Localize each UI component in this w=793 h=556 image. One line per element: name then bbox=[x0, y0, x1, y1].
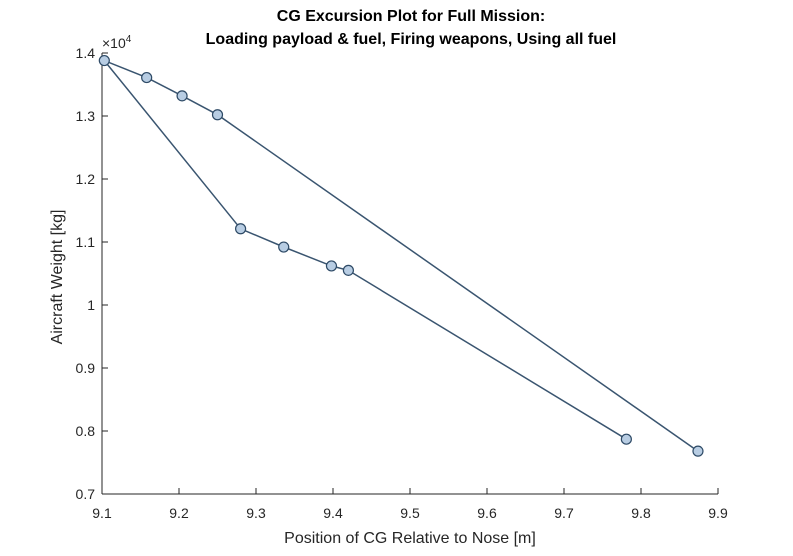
y-ticks: 0.7 0.8 0.9 1 1.1 1.2 1.3 1.4 bbox=[76, 45, 108, 502]
x-tick-label: 9.7 bbox=[554, 505, 574, 521]
x-tick-label: 9.9 bbox=[708, 505, 728, 521]
y-multiplier-exponent: 4 bbox=[126, 34, 132, 45]
y-tick-label: 0.7 bbox=[76, 486, 96, 502]
y-tick-label: 1 bbox=[87, 297, 95, 313]
data-point bbox=[342, 264, 354, 276]
chart-title-line-1: CG Excursion Plot for Full Mission: bbox=[277, 8, 545, 25]
y-tick-label: 0.8 bbox=[76, 423, 96, 439]
data-point bbox=[211, 109, 224, 121]
y-tick-label: 1.1 bbox=[76, 234, 96, 250]
data-point bbox=[141, 71, 153, 84]
chart-title-line-2: Loading payload & fuel, Firing weapons, … bbox=[206, 31, 617, 48]
series-group bbox=[98, 54, 704, 457]
data-point bbox=[176, 90, 188, 102]
x-tick-label: 9.8 bbox=[631, 505, 651, 521]
y-tick-label: 1.4 bbox=[76, 45, 96, 61]
x-tick-label: 9.4 bbox=[323, 505, 343, 521]
y-tick-label: 1.2 bbox=[76, 171, 96, 187]
y-tick-label: 1.3 bbox=[76, 108, 96, 124]
y-tick-label: 0.9 bbox=[76, 360, 96, 376]
x-tick-label: 9.5 bbox=[400, 505, 420, 521]
x-tick-label: 9.3 bbox=[246, 505, 266, 521]
y-axis-label: Aircraft Weight [kg] bbox=[49, 210, 66, 345]
x-tick-label: 9.2 bbox=[169, 505, 189, 521]
data-point bbox=[325, 260, 338, 272]
series-line bbox=[101, 58, 699, 452]
data-point bbox=[235, 223, 247, 235]
data-point bbox=[692, 445, 704, 457]
axes bbox=[101, 53, 718, 495]
data-point bbox=[620, 433, 632, 445]
data-point bbox=[278, 241, 290, 253]
x-tick-label: 9.6 bbox=[477, 505, 497, 521]
x-ticks: 9.1 9.2 9.3 9.4 9.5 9.6 9.7 9.8 9.9 bbox=[92, 488, 728, 521]
y-multiplier-base: ×10 bbox=[102, 35, 126, 51]
y-axis-multiplier: ×104 bbox=[102, 34, 132, 51]
data-point bbox=[98, 54, 110, 67]
x-axis-label: Position of CG Relative to Nose [m] bbox=[284, 530, 536, 547]
x-tick-label: 9.1 bbox=[92, 505, 112, 521]
